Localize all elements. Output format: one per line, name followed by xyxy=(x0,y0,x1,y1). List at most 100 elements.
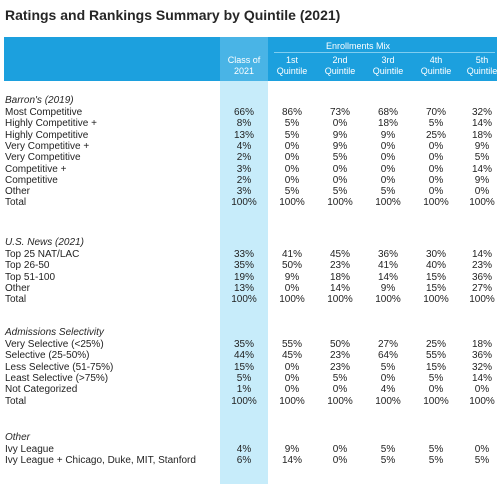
table-row: Highly Competitive + 8% 5% 0% 18% 5% 14% xyxy=(0,118,502,129)
cell-value: 5% xyxy=(284,129,300,141)
cell-value: 9% xyxy=(332,140,348,152)
cell-value: 0% xyxy=(284,361,300,373)
cell-value: 14% xyxy=(281,455,302,467)
cell-value: 55% xyxy=(425,350,446,362)
cell-value: 0% xyxy=(332,174,348,186)
table-row: Less Selective (51-75%) 15% 0% 23% 5% 15% 32% xyxy=(0,362,502,373)
cell-value: 5% xyxy=(380,361,396,373)
cell-value: 5% xyxy=(474,455,490,467)
cell-value: 100% xyxy=(423,395,449,407)
row-label: Selective (25-50%) xyxy=(5,350,90,362)
cell-value: 4% xyxy=(236,444,252,455)
table-row: Top 25 NAT/LAC 33% 41% 45% 36% 30% 14% xyxy=(0,249,502,260)
table-row: Other 13% 0% 14% 9% 15% 27% xyxy=(0,283,502,294)
cell-value: 5% xyxy=(428,372,444,384)
table-row: Not Categorized 1% 0% 0% 4% 0% 0% xyxy=(0,384,502,395)
cell-value: 0% xyxy=(284,140,300,152)
column-header-line1: 1st xyxy=(285,55,298,65)
cell-value: 0% xyxy=(428,384,444,396)
row-label: Ivy League + Chicago, Duke, MIT, Stanfor… xyxy=(5,455,196,467)
cell-value: 2% xyxy=(236,152,252,164)
cell-value: 35% xyxy=(233,260,254,272)
cell-value: 100% xyxy=(469,294,495,306)
cell-value: 45% xyxy=(329,249,350,260)
cell-value: 0% xyxy=(380,163,396,175)
table-row: Total 100% 100% 100% 100% 100% 100% xyxy=(0,294,502,305)
cell-value: 30% xyxy=(425,249,446,260)
cell-value: 5% xyxy=(380,444,396,455)
cell-value: 0% xyxy=(380,152,396,164)
row-label: Very Competitive + xyxy=(5,140,90,152)
cell-value: 64% xyxy=(377,350,398,362)
cell-value: 45% xyxy=(281,350,302,362)
table-row: Ivy League + Chicago, Duke, MIT, Stanfor… xyxy=(0,455,502,466)
table-row: Most Competitive 66% 86% 73% 68% 70% 32% xyxy=(0,107,502,118)
cell-value: 0% xyxy=(380,174,396,186)
column-header: 4th Quintile xyxy=(412,55,460,77)
cell-value: 0% xyxy=(474,186,490,198)
row-label: Not Categorized xyxy=(5,384,78,396)
table-row: Selective (25-50%) 44% 45% 23% 64% 55% 36% xyxy=(0,350,502,361)
cell-value: 5% xyxy=(380,455,396,467)
cell-value: 0% xyxy=(428,163,444,175)
cell-value: 5% xyxy=(428,444,444,455)
row-label: Top 25 NAT/LAC xyxy=(5,249,80,260)
column-header-line2: 2021 xyxy=(233,66,255,76)
section-heading: Other xyxy=(5,432,31,443)
cell-value: 0% xyxy=(332,163,348,175)
cell-value: 14% xyxy=(377,271,398,283)
column-header-line2: Quintile xyxy=(372,66,404,76)
cell-value: 100% xyxy=(423,197,449,209)
cell-value: 5% xyxy=(236,372,252,384)
cell-value: 8% xyxy=(236,118,252,130)
cell-value: 100% xyxy=(375,395,401,407)
cell-value: 100% xyxy=(231,294,257,306)
cell-value: 23% xyxy=(329,350,350,362)
row-label: Competitive xyxy=(5,174,58,186)
row-label: Very Selective (<25%) xyxy=(5,339,104,350)
row-label: Total xyxy=(5,197,27,209)
cell-value: 100% xyxy=(469,395,495,407)
cell-value: 35% xyxy=(233,339,254,350)
cell-value: 9% xyxy=(474,174,490,186)
cell-value: 0% xyxy=(332,118,348,130)
cell-value: 0% xyxy=(284,372,300,384)
column-header-line1: 2nd xyxy=(332,55,348,65)
cell-value: 3% xyxy=(236,186,252,198)
cell-value: 14% xyxy=(471,118,492,130)
cell-value: 14% xyxy=(471,249,492,260)
cell-value: 23% xyxy=(329,361,350,373)
cell-value: 4% xyxy=(236,140,252,152)
cell-value: 19% xyxy=(233,271,254,283)
cell-value: 100% xyxy=(279,294,305,306)
enrollments-mix-label: Enrollments Mix xyxy=(326,41,391,51)
cell-value: 1% xyxy=(236,384,252,396)
table-row: Highly Competitive 13% 5% 9% 9% 25% 18% xyxy=(0,130,502,141)
cell-value: 66% xyxy=(233,107,254,118)
cell-value: 5% xyxy=(332,186,348,198)
cell-value: 14% xyxy=(471,372,492,384)
cell-value: 18% xyxy=(471,129,492,141)
table-row: Least Selective (>75%) 5% 0% 5% 0% 5% 14% xyxy=(0,373,502,384)
cell-value: 73% xyxy=(329,107,350,118)
table-row: Total 100% 100% 100% 100% 100% 100% xyxy=(0,396,502,407)
cell-value: 9% xyxy=(380,129,396,141)
cell-value: 50% xyxy=(281,260,302,272)
cell-value: 100% xyxy=(375,294,401,306)
cell-value: 0% xyxy=(284,163,300,175)
table-row: Competitive 2% 0% 0% 0% 0% 9% xyxy=(0,175,502,186)
column-header: 2nd Quintile xyxy=(316,55,364,77)
cell-value: 36% xyxy=(377,249,398,260)
row-label: Other xyxy=(5,186,31,198)
row-label: Competitive + xyxy=(5,163,67,175)
cell-value: 0% xyxy=(332,444,348,455)
table-row: Top 26-50 35% 50% 23% 41% 40% 23% xyxy=(0,260,502,271)
column-header: 5th Quintile xyxy=(458,55,502,77)
cell-value: 0% xyxy=(428,186,444,198)
row-label: Least Selective (>75%) xyxy=(5,372,109,384)
cell-value: 9% xyxy=(284,444,300,455)
cell-value: 32% xyxy=(471,107,492,118)
cell-value: 9% xyxy=(474,140,490,152)
column-header-line2: Quintile xyxy=(420,66,452,76)
cell-value: 5% xyxy=(428,455,444,467)
